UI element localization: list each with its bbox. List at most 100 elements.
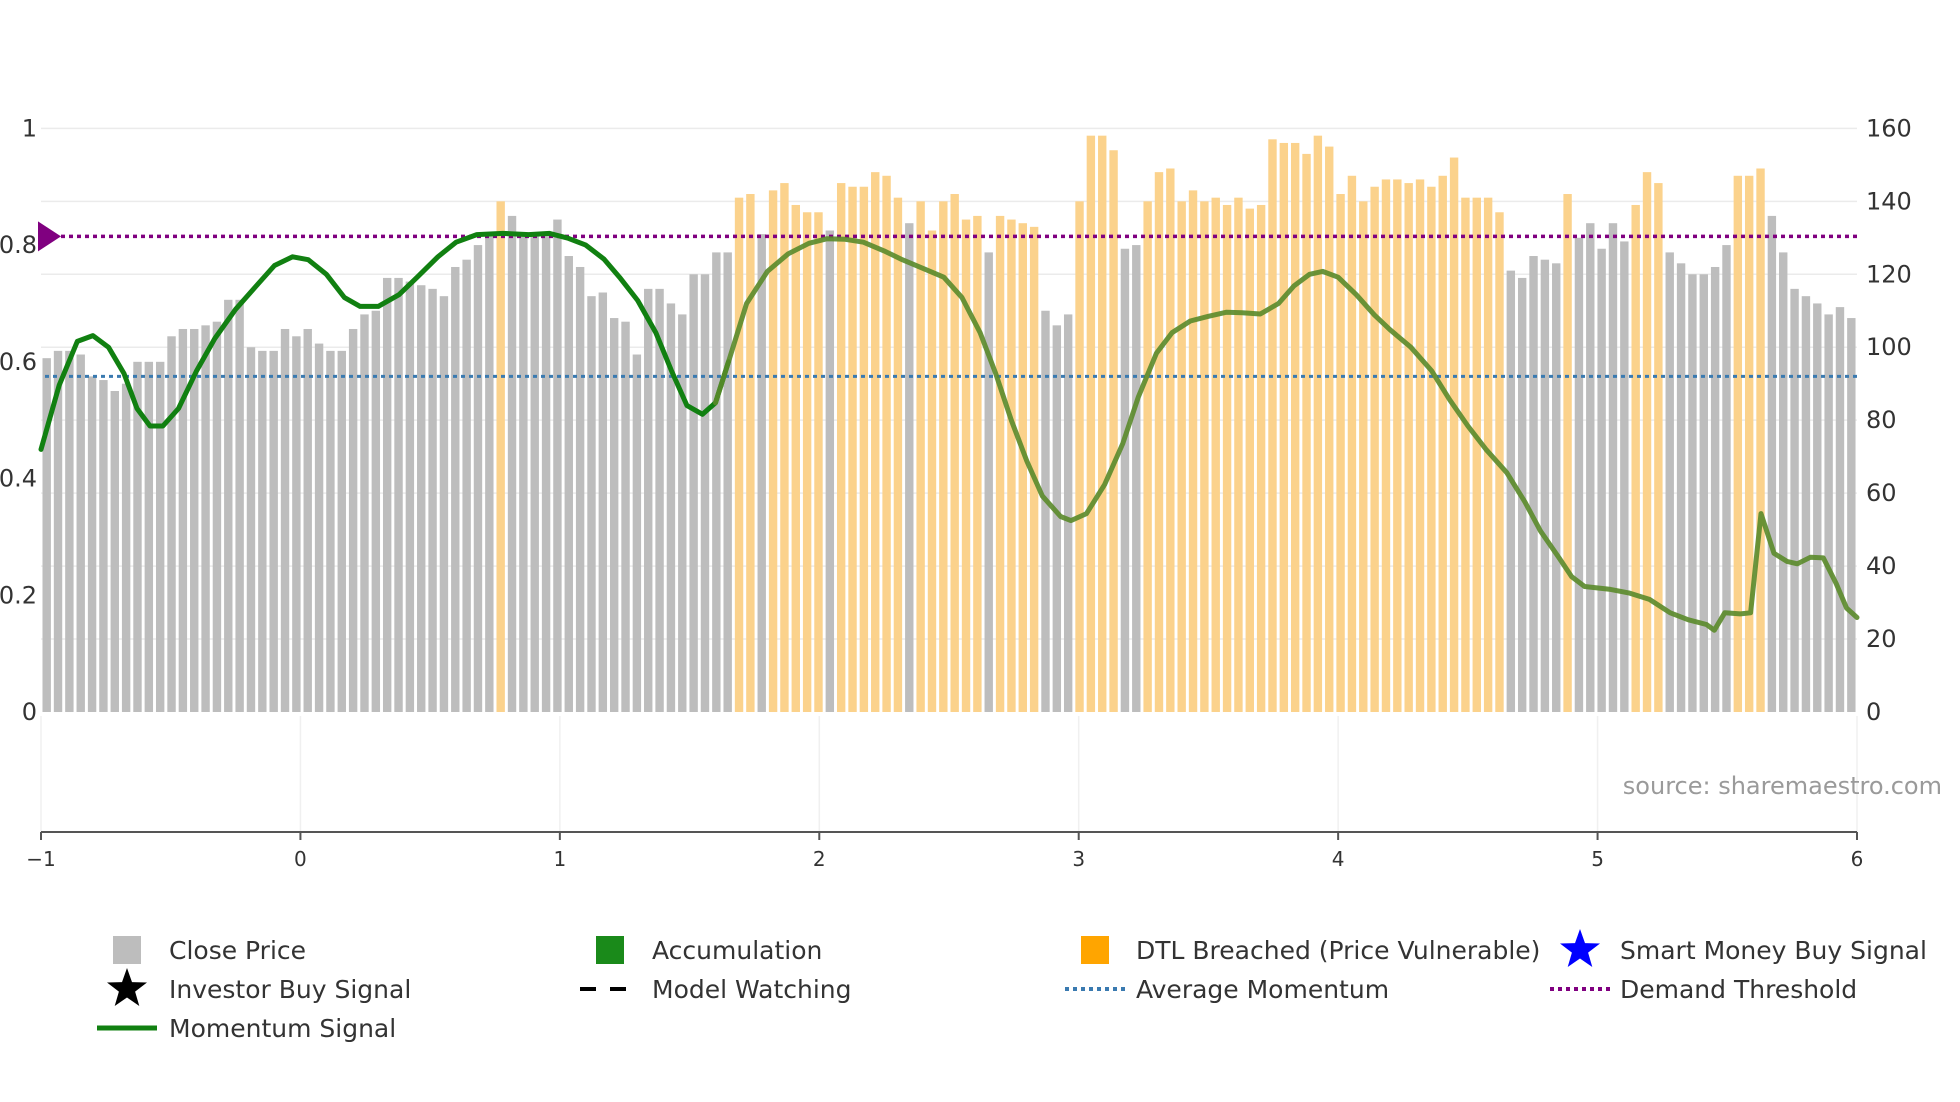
- close-price-bar: [1608, 223, 1618, 712]
- left-tick-label: 0.6: [0, 348, 37, 376]
- dtl-breached-bar: [1234, 197, 1243, 713]
- right-tick-label: 20: [1866, 625, 1897, 653]
- dtl-breached-bar: [1279, 142, 1289, 712]
- close-price-bar: [224, 299, 233, 712]
- dtl-breached-bar: [1109, 150, 1118, 712]
- smart-money-buy-signal-star-icon: [1560, 929, 1600, 967]
- dtl-breached-bar: [791, 204, 800, 712]
- dtl-breached-bar: [1359, 201, 1368, 712]
- dtl-breached-bar: [973, 215, 982, 712]
- dtl-breached-bar: [746, 194, 755, 712]
- left-tick-label: 1: [22, 114, 37, 142]
- close-price-bar: [439, 296, 449, 712]
- close-price-bar: [360, 314, 369, 712]
- dtl-breached-bar: [1143, 201, 1152, 712]
- dtl-breached-bar: [961, 219, 971, 712]
- close-price-bar: [553, 219, 562, 712]
- legend-item-demand-threshold: Demand Threshold: [1550, 975, 1857, 1004]
- close-price-bar: [1801, 296, 1811, 712]
- dtl-breached-bar: [1438, 175, 1447, 712]
- dtl-breached-bar: [1415, 179, 1425, 712]
- close-price-bar: [473, 245, 483, 712]
- dtl-breached-bar: [1347, 175, 1357, 712]
- dtl-breached-bar: [1268, 139, 1277, 712]
- source-label: source: sharemaestro.com: [1623, 772, 1942, 800]
- close-price-bar: [1597, 248, 1606, 713]
- close-price-bar: [519, 234, 528, 712]
- legend: Close Price Accumulation DTL Breached (Pri…: [97, 929, 1927, 1043]
- dtl-breached-bar: [1631, 204, 1640, 712]
- momentum-signal-label: Momentum Signal: [169, 1014, 396, 1043]
- close-price-bar: [507, 215, 517, 712]
- legend-item-close-price: Close Price: [113, 936, 306, 965]
- close-price-bar: [121, 383, 131, 712]
- close-price-bar: [303, 328, 312, 712]
- dtl-breached-bar: [1563, 194, 1572, 712]
- x-axis: −1 0 1 2 3 4 5 6: [26, 831, 1864, 871]
- dtl-breached-bar: [768, 190, 778, 713]
- dtl-breached-bar: [1336, 194, 1345, 712]
- close-price-bar: [1540, 259, 1550, 712]
- legend-item-dtl-breached: DTL Breached (Price Vulnerable): [1081, 936, 1540, 965]
- dtl-breached-bar: [1245, 208, 1254, 713]
- close-price-bar: [371, 310, 381, 712]
- dtl-breached-bar: [1222, 204, 1232, 712]
- close-price-bars: [42, 135, 1856, 713]
- close-price-bar: [530, 234, 539, 712]
- reference-lines: [38, 221, 1857, 378]
- dtl-breached-bar: [1325, 146, 1334, 713]
- close-price-bar: [246, 347, 256, 712]
- x-tick-label: 4: [1332, 847, 1345, 871]
- close-price-label: Close Price: [169, 936, 306, 965]
- close-price-bar: [598, 292, 608, 712]
- legend-item-momentum-signal: Momentum Signal: [97, 1014, 396, 1043]
- close-price-bar: [53, 350, 63, 713]
- left-tick-label: 0: [22, 698, 37, 726]
- dtl-breached-bar: [1075, 201, 1084, 712]
- close-price-bar: [144, 361, 154, 712]
- dtl-breached-bar: [1018, 223, 1027, 712]
- dtl-breached-bar: [893, 197, 903, 713]
- x-tick-label: 1: [553, 847, 566, 871]
- dtl-breached-label: DTL Breached (Price Vulnerable): [1136, 936, 1540, 965]
- dtl-breached-bar: [1154, 172, 1164, 712]
- x-tick-label: 6: [1851, 847, 1864, 871]
- close-price-bar: [382, 277, 392, 712]
- close-price-bar: [1688, 274, 1697, 712]
- dtl-breached-bar: [1029, 226, 1039, 712]
- dtl-breached-bar: [1449, 157, 1459, 713]
- close-price-bar: [190, 328, 199, 712]
- close-price-bar: [1779, 252, 1788, 712]
- close-price-bar: [1552, 263, 1561, 712]
- close-price-bar: [1063, 314, 1073, 712]
- close-price-bar: [1722, 245, 1731, 712]
- close-price-bar: [235, 299, 244, 712]
- close-price-bar: [110, 391, 119, 712]
- dtl-breached-bar: [1642, 172, 1652, 712]
- close-price-bar: [258, 350, 267, 713]
- demand-threshold-label: Demand Threshold: [1620, 975, 1857, 1004]
- investor-buy-signal-label: Investor Buy Signal: [169, 975, 411, 1004]
- close-price-bar: [292, 336, 301, 712]
- close-price-bar: [42, 358, 51, 712]
- close-price-bar: [1665, 252, 1674, 712]
- close-price-bar: [394, 277, 403, 712]
- dtl-breached-bar: [1290, 142, 1300, 712]
- dtl-breached-bar: [995, 215, 1005, 712]
- close-price-bar: [621, 321, 630, 712]
- close-price-bar: [1710, 266, 1720, 712]
- legend-item-average-momentum: Average Momentum: [1065, 975, 1389, 1004]
- close-price-bar: [337, 350, 346, 713]
- close-price-bar: [678, 314, 687, 712]
- legend-item-accumulation: Accumulation: [596, 936, 822, 965]
- demand-threshold-marker: [38, 221, 61, 252]
- x-tick-label: −1: [26, 847, 55, 871]
- dtl-breached-bar: [1461, 197, 1470, 713]
- close-price-bar: [723, 252, 732, 712]
- close-price-bar: [417, 285, 426, 712]
- right-tick-label: 40: [1866, 552, 1897, 580]
- close-price-bar: [201, 325, 210, 712]
- dtl-breached-bar: [1188, 190, 1198, 713]
- close-price-bar: [1052, 325, 1062, 712]
